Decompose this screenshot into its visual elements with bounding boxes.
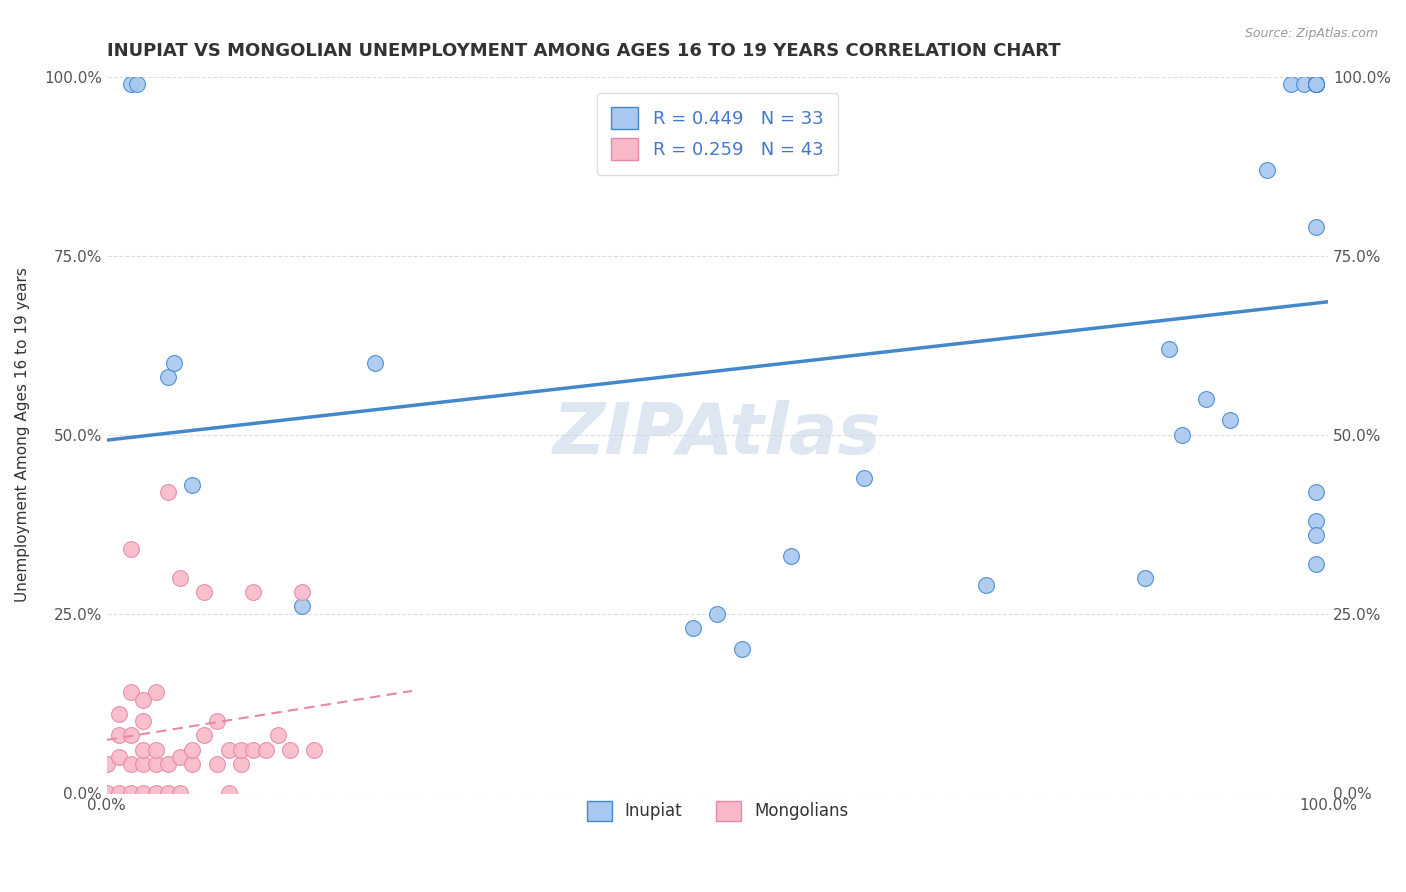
Point	[364, 356, 387, 370]
Point	[120, 757, 142, 772]
Point	[1305, 514, 1327, 528]
Point	[120, 542, 142, 557]
Point	[1195, 392, 1218, 406]
Point	[291, 599, 314, 614]
Point	[132, 692, 155, 706]
Point	[1170, 427, 1192, 442]
Text: INUPIAT VS MONGOLIAN UNEMPLOYMENT AMONG AGES 16 TO 19 YEARS CORRELATION CHART: INUPIAT VS MONGOLIAN UNEMPLOYMENT AMONG …	[107, 42, 1060, 60]
Point	[120, 786, 142, 800]
Point	[120, 685, 142, 699]
Point	[96, 757, 118, 772]
Point	[242, 742, 264, 756]
Point	[127, 77, 149, 91]
Point	[145, 685, 167, 699]
Point	[853, 470, 876, 484]
Point	[1305, 77, 1327, 91]
Point	[731, 642, 754, 657]
Point	[145, 757, 167, 772]
Point	[779, 549, 801, 564]
Point	[181, 742, 204, 756]
Point	[169, 571, 191, 585]
Point	[193, 585, 215, 599]
Point	[1305, 77, 1327, 91]
Point	[205, 757, 228, 772]
Point	[254, 742, 277, 756]
Point	[96, 786, 118, 800]
Point	[218, 786, 240, 800]
Point	[229, 742, 252, 756]
Point	[145, 786, 167, 800]
Point	[1256, 162, 1278, 177]
Point	[132, 786, 155, 800]
Point	[1292, 77, 1315, 91]
Point	[1305, 77, 1327, 91]
Point	[1305, 219, 1327, 234]
Point	[1305, 484, 1327, 499]
Point	[156, 370, 179, 384]
Point	[1305, 528, 1327, 542]
Point	[706, 607, 728, 621]
Point	[1305, 77, 1327, 91]
Text: ZIPAtlas: ZIPAtlas	[553, 401, 882, 469]
Point	[193, 728, 215, 742]
Legend: Inupiat, Mongolians: Inupiat, Mongolians	[574, 788, 862, 834]
Point	[145, 742, 167, 756]
Point	[108, 706, 131, 721]
Point	[304, 742, 326, 756]
Point	[291, 585, 314, 599]
Point	[120, 728, 142, 742]
Point	[156, 484, 179, 499]
Point	[682, 621, 704, 635]
Point	[205, 714, 228, 728]
Point	[1305, 77, 1327, 91]
Point	[163, 356, 186, 370]
Point	[108, 728, 131, 742]
Point	[156, 786, 179, 800]
Point	[1305, 557, 1327, 571]
Text: Source: ZipAtlas.com: Source: ZipAtlas.com	[1244, 27, 1378, 40]
Point	[169, 786, 191, 800]
Point	[181, 757, 204, 772]
Point	[120, 77, 142, 91]
Point	[1305, 77, 1327, 91]
Point	[974, 578, 997, 592]
Point	[108, 749, 131, 764]
Point	[229, 757, 252, 772]
Point	[181, 477, 204, 491]
Point	[267, 728, 290, 742]
Point	[1281, 77, 1303, 91]
Point	[218, 742, 240, 756]
Point	[169, 749, 191, 764]
Point	[1305, 77, 1327, 91]
Point	[132, 757, 155, 772]
Point	[1159, 342, 1181, 356]
Y-axis label: Unemployment Among Ages 16 to 19 years: Unemployment Among Ages 16 to 19 years	[15, 268, 30, 602]
Point	[132, 714, 155, 728]
Point	[1133, 571, 1156, 585]
Point	[132, 742, 155, 756]
Point	[108, 786, 131, 800]
Point	[1219, 413, 1241, 427]
Point	[278, 742, 301, 756]
Point	[156, 757, 179, 772]
Point	[242, 585, 264, 599]
